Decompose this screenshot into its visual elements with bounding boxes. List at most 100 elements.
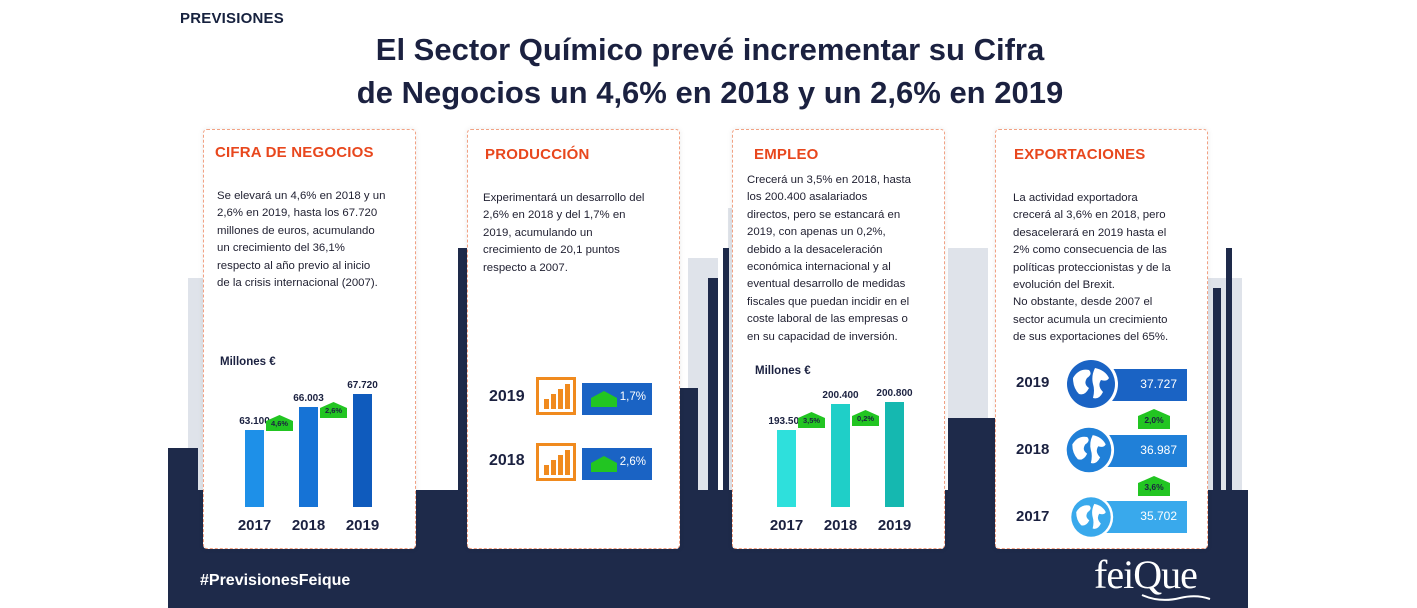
production-growth-bar-2019: 1,7% — [582, 383, 652, 415]
text-line: de sus exportaciones del 65%. — [1013, 331, 1169, 344]
text-line: 2% como consecuencia de las — [1013, 244, 1167, 257]
bar-2018 — [299, 407, 318, 507]
card-produccion: PRODUCCIÓN Experimentará un desarrollo d… — [467, 129, 680, 549]
x-tick-label: 2018 — [823, 517, 858, 534]
card-body-text: Crecerá un 3,5% en 2018, hasta los 200.4… — [747, 172, 944, 346]
text-line: eventual desarrollo de medidas — [747, 278, 906, 291]
export-year-2018: 2018 — [1016, 441, 1050, 458]
hashtag: #PrevisionesFeique — [200, 572, 351, 589]
text-line: crecerá al 3,6% en 2018, pero — [1013, 209, 1166, 222]
export-year-2019: 2019 — [1016, 374, 1050, 391]
text-line: respecto al año previo al inicio — [217, 259, 371, 272]
export-year-2017: 2017 — [1016, 508, 1050, 525]
bar-2017 — [245, 430, 264, 507]
headline-line-1: El Sector Químico prevé incrementar su C… — [375, 32, 1045, 67]
feique-logo: feiQue — [1094, 551, 1211, 601]
bar-value-label: 200.800 — [876, 388, 913, 399]
export-value: 35.702 — [1140, 509, 1177, 523]
text-line: evolución del Brexit. — [1013, 279, 1115, 292]
card-body-text: Se elevará un 4,6% en 2018 y un 2,6% en … — [217, 188, 412, 292]
production-growth-value: 2,6% — [619, 456, 646, 468]
text-line: los 200.400 asalariados — [747, 191, 868, 204]
bar-2019 — [353, 394, 372, 507]
text-line: Crecerá un 3,5% en 2018, hasta — [747, 174, 912, 186]
headline-line-2: de Negocios un 4,6% en 2018 y un 2,6% en… — [356, 75, 1064, 110]
y-axis-unit-label: Millones € — [755, 365, 811, 377]
growth-badge-value: 3,5% — [802, 415, 821, 425]
bar-value-label: 66.003 — [293, 393, 324, 405]
growth-badge: 3,6% — [1138, 476, 1170, 496]
card-cifra-de-negocios: CIFRA DE NEGOCIOS Se elevará un 4,6% en … — [203, 129, 416, 549]
bar-2018 — [831, 403, 850, 507]
growth-badge: 4,6% — [266, 415, 293, 432]
x-tick-label: 2019 — [345, 517, 380, 534]
text-line: millones de euros, acumulando — [217, 224, 375, 237]
text-line: económica internacional y al — [747, 261, 891, 274]
card-body-text: La actividad exportadora crecerá al 3,6%… — [1013, 190, 1207, 347]
x-tick-label: 2017 — [769, 517, 804, 534]
x-tick-label: 2018 — [291, 517, 326, 534]
bar-value-label: 63.100 — [239, 416, 270, 427]
card-empleo: EMPLEO Crecerá un 3,5% en 2018, hasta lo… — [732, 129, 945, 549]
card-title: EXPORTACIONES — [1014, 146, 1146, 163]
text-line: 2019, con apenas un 0,2%, — [747, 226, 886, 239]
text-line: crecimiento de 20,1 puntos — [483, 244, 620, 257]
text-line: de la crisis internacional (2007). — [217, 277, 378, 290]
card-title: CIFRA DE NEGOCIOS — [215, 144, 374, 161]
export-value: 36.987 — [1140, 443, 1177, 457]
growth-badge: 2,6% — [320, 402, 347, 418]
text-line: sector acumula un crecimiento — [1013, 313, 1168, 326]
up-arrow-icon — [591, 456, 617, 472]
text-line: debido a la desaceleración — [747, 243, 883, 256]
export-value: 37.727 — [1140, 377, 1177, 391]
text-line: un crecimiento del 36,1% — [217, 242, 345, 255]
section-tag: PREVISIONES — [180, 10, 284, 27]
production-growth-bar-2018: 2,6% — [582, 448, 652, 480]
globe-icon — [1063, 356, 1119, 417]
logo-swash-icon — [1141, 594, 1211, 601]
text-line: Se elevará un 4,6% en 2018 y un — [217, 190, 386, 202]
card-title: PRODUCCIÓN — [485, 146, 590, 163]
text-line: 2,6% en 2019, hasta los 67.720 — [217, 207, 378, 220]
bar-value-label: 193.500 — [768, 416, 805, 427]
text-line: políticas proteccionistas y de la — [1013, 261, 1171, 274]
text-line: directos, pero se estancará en — [747, 208, 901, 221]
bar-chart-icon — [536, 443, 576, 481]
bar-value-label: 67.720 — [347, 380, 378, 391]
text-line: No obstante, desde 2007 el — [1013, 296, 1153, 309]
headline: El Sector Químico prevé incrementar su C… — [280, 28, 1140, 114]
y-axis-unit-label: Millones € — [220, 356, 276, 368]
text-line: fiscales que puedan incidir en el — [747, 295, 910, 308]
text-line: desacelerará en 2019 hasta el — [1013, 226, 1167, 239]
text-line: 2,6% en 2018 y del 1,7% en — [483, 209, 626, 222]
growth-badge-value: 2,0% — [1144, 415, 1164, 425]
bar-2019 — [885, 402, 904, 507]
card-exportaciones: EXPORTACIONES La actividad exportadora c… — [995, 129, 1208, 549]
card-body-text: Experimentará un desarrollo del 2,6% en … — [483, 190, 678, 277]
x-tick-label: 2017 — [237, 517, 272, 534]
card-title: EMPLEO — [754, 146, 819, 163]
text-line: en su capacidad de inversión. — [747, 330, 898, 343]
globe-icon — [1068, 494, 1114, 545]
bar-chart-icon — [536, 377, 576, 415]
growth-badge: 3,5% — [798, 411, 825, 428]
x-tick-label: 2019 — [877, 517, 912, 534]
production-year-2018: 2018 — [489, 452, 525, 469]
growth-badge-value: 2,6% — [324, 406, 343, 415]
growth-badge-value: 4,6% — [270, 419, 289, 429]
bar-2017 — [777, 430, 796, 507]
up-arrow-icon — [591, 391, 617, 407]
text-line: coste laboral de las empresas o — [747, 313, 908, 326]
text-line: Experimentará un desarrollo del — [483, 192, 645, 204]
export-value-bar-2017: 35.702 — [1104, 501, 1187, 533]
export-value-bar-2018: 36.987 — [1104, 435, 1187, 467]
logo-wordmark: feiQue — [1094, 552, 1198, 597]
globe-icon — [1063, 424, 1115, 481]
growth-badge: 0,2% — [852, 410, 879, 426]
growth-badge-value: 3,6% — [1144, 482, 1164, 492]
production-year-2019: 2019 — [489, 388, 525, 405]
bar-value-label: 200.400 — [822, 389, 859, 401]
growth-badge: 2,0% — [1138, 409, 1170, 429]
text-line: respecto a 2007. — [483, 261, 568, 274]
